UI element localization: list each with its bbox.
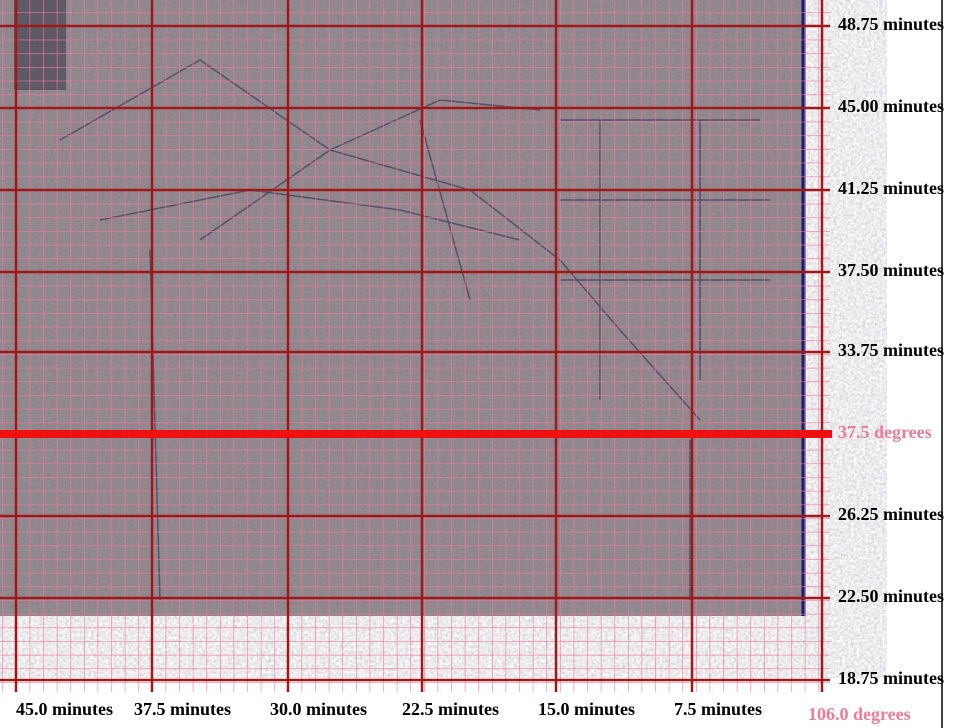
major-grid xyxy=(0,0,832,692)
latitude-label: 26.25 minutes xyxy=(838,504,944,524)
longitude-label: 22.5 minutes xyxy=(402,699,499,719)
latitude-label: 18.75 minutes xyxy=(838,668,944,688)
latitude-label: 41.25 minutes xyxy=(838,178,944,198)
longitude-label: 30.0 minutes xyxy=(270,699,367,719)
fine-grid xyxy=(0,0,830,692)
latitude-label: 37.50 minutes xyxy=(838,260,944,280)
latitude-label: 33.75 minutes xyxy=(838,340,944,360)
longitude-label: 7.5 minutes xyxy=(674,699,762,719)
labels: 48.75 minutes 45.00 minutes 41.25 minutes 3… xyxy=(16,14,944,724)
latitude-label: 48.75 minutes xyxy=(838,14,944,34)
latitude-label: 45.00 minutes xyxy=(838,96,944,116)
longitude-degree-label: 106.0 degrees xyxy=(808,704,911,724)
longitude-label: 15.0 minutes xyxy=(538,699,635,719)
latitude-degree-label: 37.5 degrees xyxy=(838,422,932,442)
latitude-label: 22.50 minutes xyxy=(838,586,944,606)
longitude-label: 45.0 minutes xyxy=(16,699,113,719)
longitude-label: 37.5 minutes xyxy=(134,699,231,719)
